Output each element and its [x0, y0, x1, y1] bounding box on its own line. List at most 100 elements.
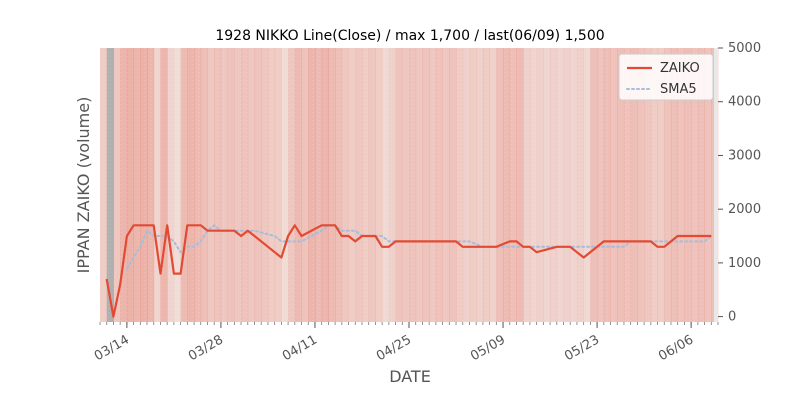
band-8 [153, 48, 161, 322]
plot-background [100, 48, 718, 322]
legend-label-sma5: SMA5 [660, 82, 697, 97]
band-11 [173, 48, 182, 322]
band-71 [576, 48, 585, 322]
band-39 [361, 48, 370, 322]
band-30 [301, 48, 309, 322]
band-23 [254, 48, 262, 322]
band-72 [583, 48, 591, 322]
band-53 [456, 48, 464, 322]
band-40 [368, 48, 376, 322]
band-50 [435, 48, 443, 322]
band-18 [220, 48, 229, 322]
band-75 [603, 48, 611, 322]
band-15 [200, 48, 208, 322]
band-21 [241, 48, 249, 322]
band-49 [429, 48, 437, 322]
band-6 [140, 48, 148, 322]
band-78 [623, 48, 632, 322]
band-9 [160, 48, 168, 322]
band-4 [126, 48, 134, 322]
band-76 [610, 48, 618, 322]
band-65 [536, 48, 544, 322]
x-tick-label: 05/23 [562, 332, 602, 364]
background-bands [100, 48, 719, 322]
band-88 [691, 48, 699, 322]
x-tick-label: 05/09 [468, 332, 508, 364]
band-19 [227, 48, 235, 322]
band-61 [509, 48, 517, 322]
band-82 [650, 48, 658, 322]
band-2 [113, 48, 121, 322]
band-63 [523, 48, 531, 322]
band-83 [657, 48, 665, 322]
band-87 [684, 48, 692, 322]
plot-area: 0 1000 2000 3000 4000 5000 03/14 03/28 04/11 04/… [92, 41, 761, 364]
band-85 [670, 48, 679, 322]
band-62 [516, 48, 524, 322]
band-86 [677, 48, 685, 322]
band-64 [529, 48, 538, 322]
band-12 [180, 48, 188, 322]
band-73 [590, 48, 598, 322]
band-79 [630, 48, 638, 322]
y-tick-label: 2000 [728, 202, 761, 217]
band-54 [462, 48, 470, 322]
band-0 [100, 48, 108, 322]
chart-title: 1928 NIKKO Line(Close) / max 1,700 / las… [215, 28, 604, 44]
band-34 [328, 48, 336, 322]
band-14 [194, 48, 202, 322]
band-52 [449, 48, 457, 322]
legend-label-zaiko: ZAIKO [660, 61, 700, 76]
band-5 [133, 48, 141, 322]
y-tick-label: 3000 [728, 148, 761, 163]
y-tick-label: 4000 [728, 95, 761, 110]
band-69 [563, 48, 571, 322]
band-16 [207, 48, 215, 322]
band-43 [388, 48, 396, 322]
band-27 [281, 48, 289, 322]
band-41 [375, 48, 383, 322]
band-51 [442, 48, 450, 322]
band-57 [482, 48, 491, 322]
series-layer [105, 224, 713, 318]
band-90 [704, 48, 712, 322]
band-29 [294, 48, 302, 322]
band-66 [543, 48, 551, 322]
band-68 [556, 48, 564, 322]
band-42 [382, 48, 390, 322]
band-36 [341, 48, 349, 322]
band-31 [308, 48, 316, 322]
band-58 [489, 48, 497, 322]
y-tick-label: 1000 [728, 256, 761, 271]
band-67 [550, 48, 558, 322]
band-84 [664, 48, 672, 322]
band-20 [234, 48, 242, 322]
band-89 [697, 48, 705, 322]
series-line-sma5 [125, 224, 713, 270]
band-13 [187, 48, 195, 322]
band-37 [348, 48, 356, 322]
band-70 [570, 48, 578, 322]
band-77 [617, 48, 625, 322]
x-axis: 03/14 03/28 04/11 04/25 05/09 05/23 06/06 [92, 322, 719, 364]
x-tick-label: 03/28 [186, 332, 226, 364]
y-axis: 0 1000 2000 3000 4000 5000 [718, 41, 761, 325]
band-26 [274, 48, 282, 322]
band-45 [402, 48, 410, 322]
band-25 [267, 48, 276, 322]
legend: ZAIKO SMA5 [618, 53, 714, 101]
band-48 [422, 48, 430, 322]
band-32 [314, 48, 323, 322]
band-10 [167, 48, 175, 322]
band-22 [247, 48, 255, 322]
band-56 [476, 48, 484, 322]
x-axis-title: DATE [389, 367, 431, 386]
x-tick-label: 03/14 [92, 332, 132, 364]
band-55 [469, 48, 477, 322]
band-35 [335, 48, 343, 322]
band-80 [637, 48, 645, 322]
y-tick-label: 0 [728, 310, 736, 325]
y-axis-title: IPPAN ZAIKO (volume) [74, 97, 93, 274]
band-60 [503, 48, 511, 322]
